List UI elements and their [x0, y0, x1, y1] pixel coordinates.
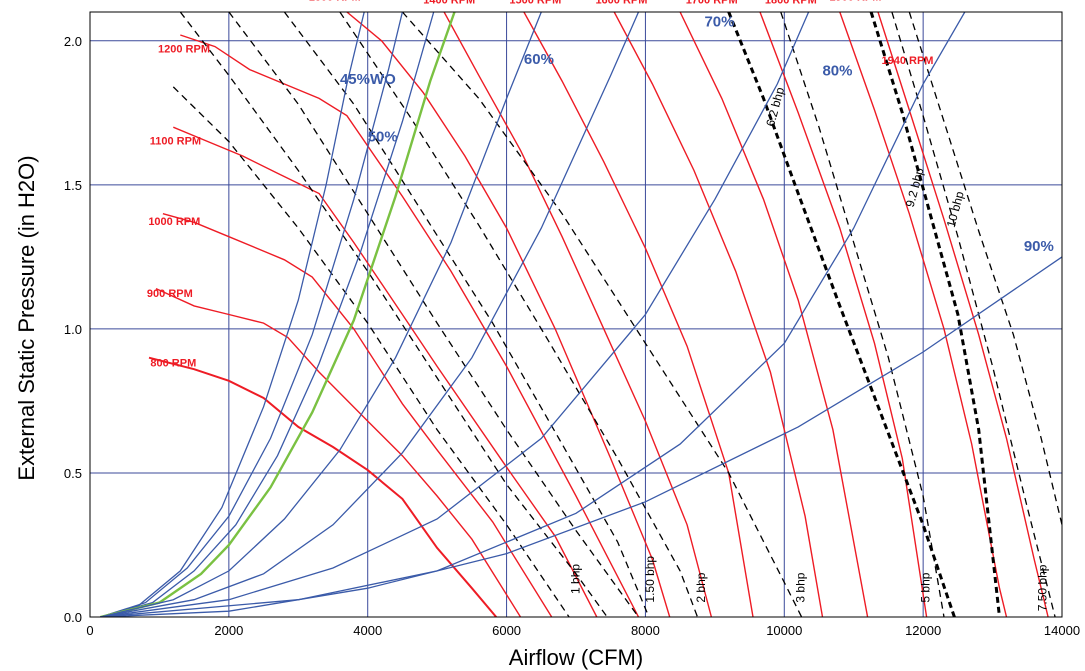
rpm-label: 1700 RPM — [686, 0, 738, 6]
efficiency-label: 90% — [1024, 238, 1054, 255]
efficiency-curve — [100, 256, 1062, 617]
efficiency-label: 70% — [704, 13, 734, 30]
rpm-label: 1800 RPM — [765, 0, 817, 6]
rpm-label: 1100 RPM — [150, 136, 201, 148]
rpm-curve — [180, 34, 640, 617]
rpm-curve — [173, 126, 598, 617]
bhp-curve — [172, 86, 570, 617]
efficiency-curve — [100, 12, 542, 617]
bhp-curve — [179, 12, 608, 617]
efficiency-curve — [100, 12, 365, 617]
efficiency-curves — [100, 12, 1062, 617]
rpm-label: 1400 RPM — [423, 0, 475, 6]
bhp-curve — [339, 12, 699, 617]
rpm-label: 1900 RPM — [829, 0, 881, 3]
efficiency-label: 50% — [368, 129, 398, 146]
bhp-curve — [228, 12, 640, 617]
bhp-label: 7.50 bhp — [1036, 564, 1050, 611]
x-tick-label: 4000 — [353, 623, 382, 638]
rpm-curve — [443, 12, 713, 617]
bhp-label: 1.50 bhp — [643, 556, 657, 603]
x-tick-label: 8000 — [631, 623, 660, 638]
rpm-curve — [162, 213, 553, 617]
rpm-label: 800 RPM — [150, 357, 196, 369]
efficiency-label: 80% — [822, 62, 852, 79]
bhp-curve — [283, 12, 650, 617]
rpm-label: 1200 RPM — [158, 43, 210, 55]
rpm-curve — [346, 12, 671, 617]
efficiency-curve — [100, 12, 456, 617]
y-tick-label: 1.0 — [64, 322, 82, 337]
efficiency-label: 45%WO — [340, 71, 396, 88]
efficiency-curve — [100, 12, 810, 617]
x-tick-label: 6000 — [492, 623, 521, 638]
rpm-curve — [877, 12, 1049, 617]
y-tick-label: 0.5 — [64, 466, 82, 481]
bhp-curve — [908, 12, 1062, 525]
efficiency-curve — [100, 12, 640, 617]
bhp-curve — [780, 12, 945, 617]
y-tick-label: 2.0 — [64, 34, 82, 49]
bhp-curve — [891, 12, 1056, 617]
plot-frame — [89, 11, 1063, 618]
bhp-label: 3 bhp — [793, 572, 807, 602]
rpm-label: 1600 RPM — [595, 0, 647, 6]
x-tick-label: 0 — [86, 623, 93, 638]
plot-background — [90, 12, 1062, 617]
rpm-label: 1500 RPM — [509, 0, 561, 6]
rpm-curve — [679, 12, 869, 617]
bhp-curve — [869, 12, 1001, 617]
curve-labels: 800 RPM 900 RPM 1000 RPM 1100 RPM 1200 RPM 13… — [147, 0, 1054, 611]
y-tick-label: 0.0 — [64, 610, 82, 625]
rpm-curve — [613, 12, 824, 617]
y-axis-title: External Static Pressure (in H2O) — [14, 155, 39, 480]
efficiency-curve — [100, 12, 404, 617]
efficiency-curve — [100, 12, 435, 617]
bhp-curve — [727, 12, 956, 617]
y-tick-label: 1.5 — [64, 178, 82, 193]
rpm-label: 1300 RPM — [309, 0, 361, 3]
efficiency-curve — [100, 12, 966, 617]
rpm-curve — [839, 12, 1008, 617]
bhp-label: 1 bhp — [568, 564, 582, 594]
x-tick-label: 10000 — [766, 623, 802, 638]
bhp-curves — [172, 12, 1062, 617]
rpm-label: 1940 RPM — [881, 55, 933, 67]
x-tick-label: 14000 — [1044, 623, 1080, 638]
rpm-curve — [148, 356, 497, 617]
bhp-label: 5 bhp — [918, 572, 932, 602]
axis-ticks: 0 2000 4000 6000 8000 10000 12000 14000 0.0 0.5 1.… — [64, 34, 1080, 638]
rpm-label: 900 RPM — [147, 288, 193, 300]
x-axis-title: Airflow (CFM) — [509, 645, 643, 670]
x-tick-label: 12000 — [905, 623, 941, 638]
x-tick-label: 2000 — [214, 623, 243, 638]
efficiency-label: 60% — [524, 51, 554, 68]
bhp-label: 2 bhp — [694, 572, 708, 602]
rpm-label: 1000 RPM — [148, 216, 200, 228]
bhp-curve — [401, 12, 803, 617]
rpm-curves — [148, 12, 1049, 617]
